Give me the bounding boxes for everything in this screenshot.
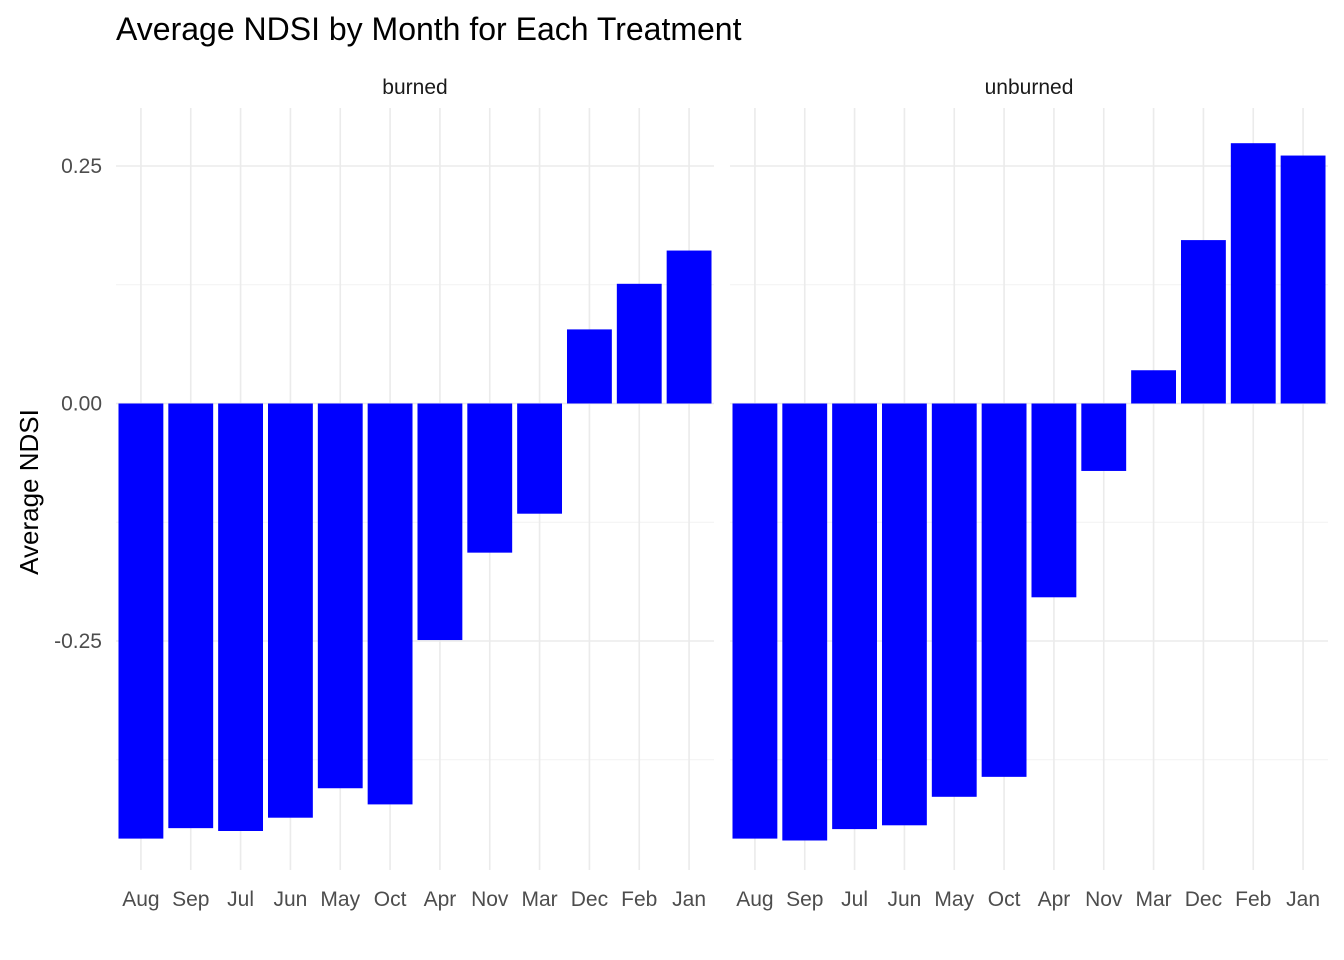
x-tick-label: Dec [571,888,608,911]
facet-strip-label: burned [382,76,447,99]
bar-unburned-jan [1280,155,1326,404]
facet-panel-unburned: unburned Aug Sep Jul Jun May Oct Apr Nov Mar Dec Fe… [730,76,1328,911]
bar-unburned-apr [1031,403,1077,598]
bar-unburned-nov [1081,403,1127,471]
x-tick-label: Aug [122,888,159,911]
x-tick-label: Apr [424,888,457,911]
x-tick-label: Jun [273,888,307,911]
x-tick-label: Feb [621,888,657,911]
chart-title: Average NDSI by Month for Each Treatment [116,11,742,47]
x-tick-label: Jan [672,888,706,911]
bar-unburned-mar [1131,370,1177,404]
x-tick-label: Apr [1038,888,1071,911]
bar-unburned-dec [1180,240,1226,404]
bar-unburned-sep [782,403,828,841]
x-tick-label: Sep [786,888,823,911]
bar-burned-aug [118,403,164,839]
y-tick-label: 0.25 [61,155,102,178]
bar-burned-jun [267,403,313,818]
facet-panels: 0.25 0.00 -0.25 burned Aug Sep Jul Jun May Oct Apr… [54,76,1328,911]
facet-panel-burned: burned Aug Sep Jul Jun May Oct Apr Nov Mar Dec Feb J… [116,76,714,911]
x-tick-label: Jul [227,888,254,911]
x-tick-label: Oct [988,888,1021,911]
x-tick-label: May [320,888,360,911]
x-tick-label: Nov [471,888,509,911]
bar-burned-jul [218,403,264,831]
bar-unburned-feb [1230,143,1276,404]
y-tick-label: -0.25 [54,630,102,653]
x-tick-label: Dec [1185,888,1222,911]
bar-burned-feb [616,283,662,404]
x-tick-label: May [934,888,974,911]
bar-unburned-aug [732,403,778,839]
x-tick-label: Feb [1235,888,1271,911]
x-tick-label: Mar [1135,888,1171,911]
x-tick-label: Nov [1085,888,1123,911]
x-tick-label: Oct [374,888,407,911]
facet-strip-label: unburned [985,76,1074,99]
bar-burned-may [317,403,363,789]
bar-unburned-jul [832,403,878,830]
bar-unburned-oct [981,403,1027,777]
y-tick-label: 0.00 [61,393,102,416]
bar-burned-nov [467,403,513,553]
bar-burned-dec [566,329,612,404]
bar-unburned-jun [881,403,927,826]
bar-burned-mar [517,403,563,514]
x-tick-label: Mar [521,888,557,911]
x-tick-label: Aug [736,888,773,911]
x-tick-label: Sep [172,888,209,911]
bar-burned-jan [666,250,712,404]
bar-burned-oct [367,403,413,805]
bar-burned-sep [168,403,214,829]
x-tick-label: Jul [841,888,868,911]
y-axis-label: Average NDSI [14,409,44,575]
bar-unburned-may [931,403,977,797]
bar-burned-apr [417,403,463,641]
x-tick-label: Jun [887,888,921,911]
x-tick-label: Jan [1286,888,1320,911]
